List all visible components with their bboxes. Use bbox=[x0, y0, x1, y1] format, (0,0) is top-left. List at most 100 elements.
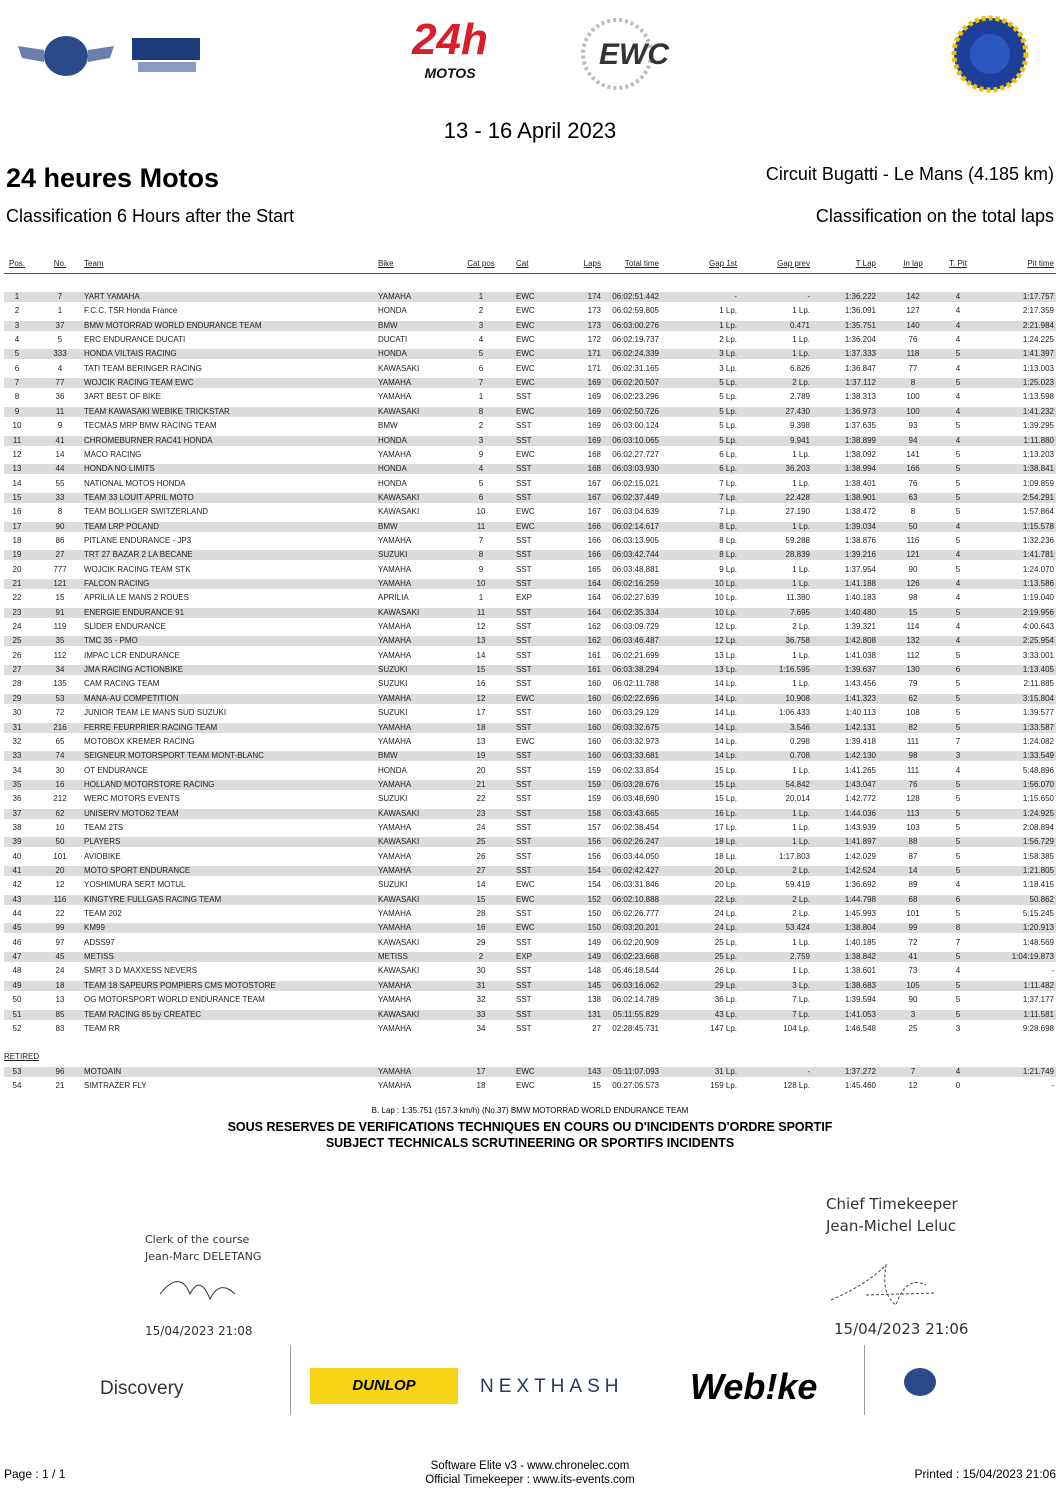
table-cell: 29 Lp. bbox=[714, 980, 737, 990]
row-shade bbox=[4, 579, 1056, 589]
table-cell: 5 bbox=[955, 349, 961, 359]
table-cell: 15 bbox=[476, 894, 486, 904]
table-cell: SST bbox=[516, 980, 532, 990]
table-cell: 18 bbox=[12, 535, 22, 545]
table-cell: 2:19.956 bbox=[1022, 607, 1054, 617]
table-cell: 86 bbox=[55, 535, 65, 545]
table-cell: 1 Lp. bbox=[719, 306, 737, 316]
table-cell: 4 bbox=[478, 464, 484, 474]
table-cell: 7 Lp. bbox=[719, 507, 737, 517]
table-cell: 31 Lp. bbox=[714, 1067, 737, 1076]
table-cell: 105 bbox=[906, 980, 920, 990]
table-cell: JMA RACING ACTIONBIKE bbox=[84, 665, 184, 675]
table-cell: 8 bbox=[478, 406, 484, 416]
table-cell: 06:03:46.487 bbox=[612, 636, 659, 646]
row-shade bbox=[4, 837, 1056, 848]
table-cell: 06:03:32.675 bbox=[612, 722, 659, 732]
table-cell: SST bbox=[516, 966, 532, 976]
table-cell: 1:43.456 bbox=[844, 679, 876, 689]
table-cell: 100 bbox=[906, 406, 920, 416]
table-cell: 4 bbox=[955, 765, 961, 775]
table-cell: SST bbox=[516, 636, 532, 646]
column-header: T. Pit bbox=[949, 259, 967, 268]
table-cell: 85 bbox=[55, 1009, 65, 1019]
table-cell: 06:03:29.129 bbox=[612, 708, 659, 718]
table-cell: 4 bbox=[955, 435, 961, 445]
row-shade bbox=[4, 550, 1056, 561]
table-cell: 8 bbox=[57, 507, 63, 517]
table-cell: 116 bbox=[53, 894, 67, 904]
table-cell: KAWASAKI bbox=[378, 363, 420, 373]
table-cell: 05:11:55.829 bbox=[612, 1009, 659, 1019]
table-cell: 160 bbox=[587, 751, 601, 761]
table-cell: 23 bbox=[12, 607, 22, 617]
table-cell: YAMAHA bbox=[378, 822, 412, 832]
table-cell: 161 bbox=[587, 665, 601, 675]
logos-left bbox=[18, 36, 200, 76]
table-cell: 23 bbox=[476, 808, 486, 818]
table-cell: HONDA bbox=[378, 349, 407, 359]
table-cell: YAMAHA bbox=[378, 636, 412, 646]
table-cell: 4 bbox=[955, 320, 961, 330]
table-cell: 62 bbox=[908, 693, 918, 703]
table-cell: KAWASAKI bbox=[378, 607, 420, 617]
row-shade bbox=[4, 464, 1056, 475]
table-cell: MOTOBOX KREMER RACING bbox=[84, 736, 195, 746]
table-cell: 1 Lp. bbox=[792, 306, 810, 316]
table-cell: SST bbox=[516, 421, 532, 431]
table-cell: 06:02:11.788 bbox=[612, 679, 659, 689]
table-cell: 59.419 bbox=[785, 880, 810, 890]
table-cell: 06:03:04.639 bbox=[612, 507, 659, 517]
table-cell: 173 bbox=[587, 306, 601, 316]
table-cell: 17 bbox=[476, 1067, 486, 1076]
column-header: Bike bbox=[378, 259, 394, 268]
row-shade bbox=[4, 492, 1056, 503]
sponsor: Discovery bbox=[100, 1378, 184, 1399]
table-cell: 5 bbox=[955, 464, 961, 474]
table-cell: 1:33.549 bbox=[1022, 751, 1054, 761]
table-cell: 16 Lp. bbox=[714, 808, 737, 818]
table-cell: 1:38.899 bbox=[844, 435, 876, 445]
table-cell: SIMTRAZER FLY bbox=[84, 1081, 147, 1091]
table-cell: WERC MOTORS EVENTS bbox=[84, 794, 180, 804]
table-cell: 22.428 bbox=[785, 492, 810, 502]
table-cell: 5 bbox=[955, 952, 961, 962]
table-cell: SUZUKI bbox=[378, 665, 408, 675]
table-cell: 18 bbox=[476, 1081, 486, 1091]
table-cell: 79 bbox=[908, 679, 918, 689]
table-cell: 130 bbox=[906, 665, 920, 675]
table-cell: 15 bbox=[55, 593, 65, 603]
table-cell: 06:02:14.789 bbox=[612, 995, 659, 1005]
table-cell: 16 bbox=[55, 779, 65, 789]
table-cell: 2 bbox=[14, 306, 20, 316]
table-cell: 4 bbox=[955, 292, 961, 301]
table-cell: EWC bbox=[516, 292, 535, 301]
table-cell: 24 bbox=[12, 622, 22, 632]
table-cell: 36.758 bbox=[785, 636, 810, 646]
table-cell: 1:37.272 bbox=[844, 1067, 876, 1076]
table-cell: 14 bbox=[12, 478, 22, 488]
table-cell: 34 bbox=[12, 765, 22, 775]
table-cell: 5:15.245 bbox=[1022, 909, 1054, 919]
table-cell: 8 bbox=[14, 392, 20, 402]
table-cell: 166 bbox=[906, 464, 920, 474]
clerk-signature bbox=[159, 1281, 236, 1301]
notice-1: SOUS RESERVES DE VERIFICATIONS TECHNIQUE… bbox=[227, 1120, 833, 1134]
table-cell: 160 bbox=[587, 679, 601, 689]
table-cell: 160 bbox=[587, 736, 601, 746]
table-cell: 1:38.401 bbox=[844, 478, 876, 488]
table-cell: 30 bbox=[12, 708, 22, 718]
table-cell: JUNIOR TEAM LE MANS SUD SUZUKI bbox=[84, 708, 227, 718]
table-cell: 12 Lp. bbox=[714, 636, 737, 646]
table-cell: 74 bbox=[55, 751, 65, 761]
column-header: Total time bbox=[624, 259, 659, 268]
table-cell: 50 bbox=[12, 995, 22, 1005]
table-cell: 141 bbox=[906, 449, 920, 459]
table-cell: 111 bbox=[906, 765, 920, 775]
table-cell: 1:21.749 bbox=[1022, 1067, 1054, 1076]
table-cell: 6 bbox=[955, 665, 961, 675]
table-cell: SST bbox=[516, 435, 532, 445]
table-cell: 1 bbox=[14, 292, 20, 301]
table-cell: 1:56.070 bbox=[1022, 779, 1054, 789]
row-shade bbox=[4, 349, 1056, 360]
